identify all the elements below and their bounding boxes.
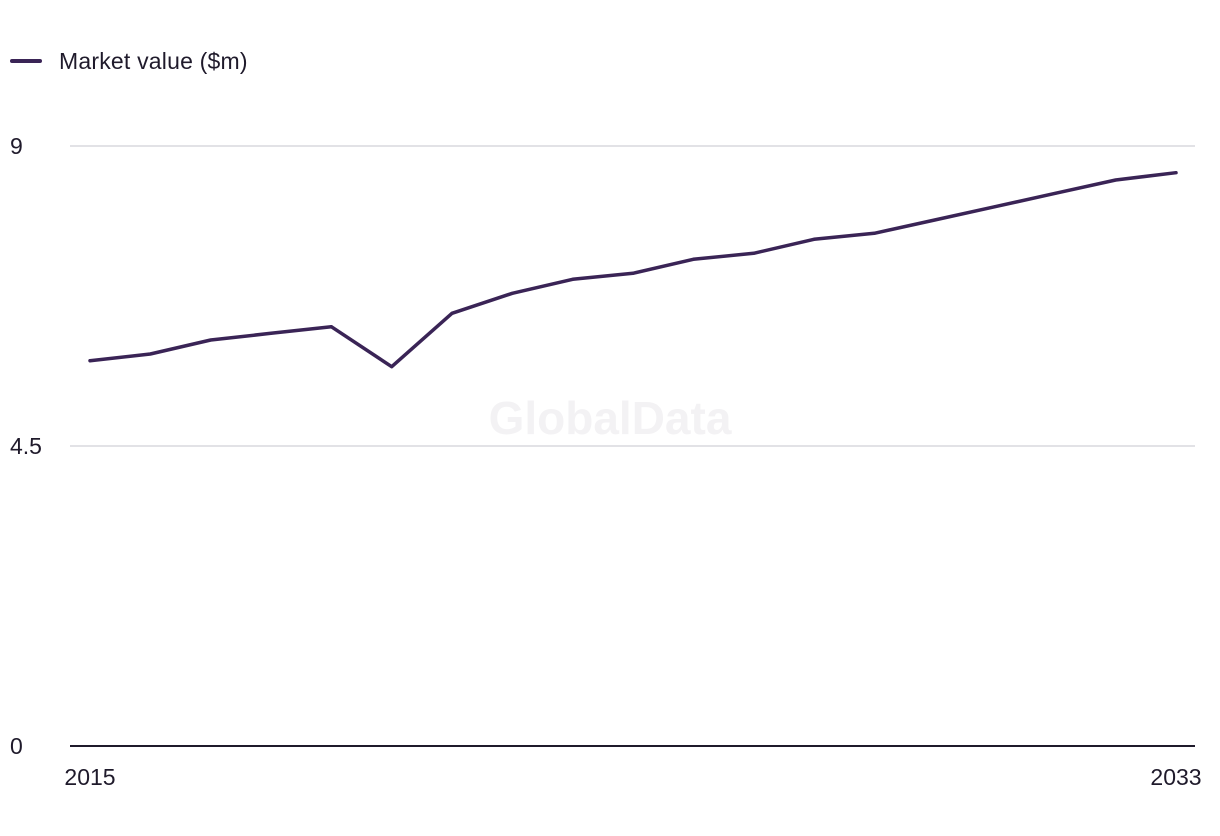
data-point	[1114, 178, 1118, 182]
data-point	[269, 331, 273, 335]
x-tick-label: 2033	[1150, 764, 1201, 790]
data-point	[209, 338, 213, 342]
data-point	[933, 218, 937, 222]
data-point	[1053, 191, 1057, 195]
data-point	[1174, 171, 1178, 175]
series-layer	[88, 170, 1178, 369]
data-point	[88, 359, 92, 363]
data-point	[329, 325, 333, 329]
data-point	[148, 352, 152, 356]
data-point	[450, 311, 454, 315]
watermark-text: GlobalData	[489, 392, 732, 444]
data-point	[872, 231, 876, 235]
data-point	[390, 365, 394, 369]
x-tick-label: 2015	[64, 764, 115, 790]
y-axis-ticks: 04.59	[10, 133, 42, 759]
series-line	[88, 170, 1178, 369]
data-point	[631, 271, 635, 275]
legend-swatch	[10, 59, 42, 63]
data-point	[510, 291, 514, 295]
data-point	[993, 205, 997, 209]
data-point	[691, 257, 695, 261]
gridlines	[70, 145, 1195, 447]
data-points	[88, 171, 1178, 369]
y-tick-label: 9	[10, 133, 23, 159]
x-axis-ticks: 2015 2033	[64, 764, 1201, 790]
y-tick-label: 4.5	[10, 433, 42, 459]
legend: Market value ($m)	[10, 46, 248, 76]
legend-label: Market value ($m)	[59, 47, 248, 74]
data-point	[812, 237, 816, 241]
y-tick-label: 0	[10, 733, 23, 759]
data-point	[752, 251, 756, 255]
data-point	[571, 277, 575, 281]
